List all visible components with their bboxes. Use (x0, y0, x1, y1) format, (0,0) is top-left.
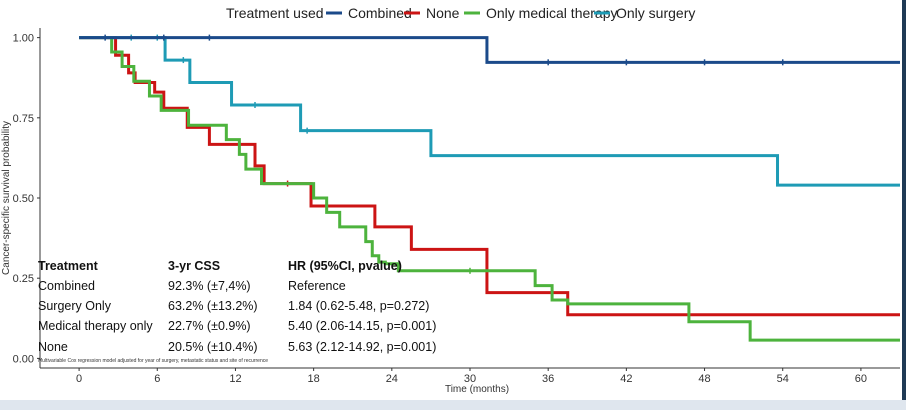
table-header-treatment: Treatment (38, 259, 99, 273)
x-tick-label: 48 (698, 373, 710, 385)
table-row-medical-css: 22.7% (±0.9%) (168, 319, 251, 333)
x-tick-label: 18 (308, 373, 320, 385)
curve-only-medical-therapy (79, 36, 900, 342)
curve-combined (79, 36, 900, 64)
x-tick-label: 30 (464, 373, 476, 385)
table-row-none-name: None (38, 340, 68, 354)
x-tick-label: 24 (386, 373, 398, 385)
x-tick-label: 12 (229, 373, 241, 385)
axes: 0.00 0.25 0.50 0.75 1.00 0 6 12 18 24 30 36 42 48 54 6… (1, 28, 900, 395)
table-row-combined-css: 92.3% (±7,4%) (168, 279, 251, 293)
y-tick-label: 0.00 (13, 353, 34, 365)
legend-label-none: None (426, 5, 460, 21)
legend-label-only-medical-therapy: Only medical therapy (486, 5, 618, 21)
curve-only-surgery (79, 36, 900, 187)
y-tick-label: 0.75 (13, 113, 34, 125)
window-right-edge (902, 0, 906, 400)
legend: Treatment used Combined None Only medical … (226, 5, 695, 21)
table-footnote: Multivariable Cox regression model adjus… (38, 358, 268, 364)
y-axis-title: Cancer-specific survival probability (1, 121, 12, 275)
x-tick-label: 36 (542, 373, 554, 385)
y-tick-label: 0.25 (13, 273, 34, 285)
x-tick-label: 60 (855, 373, 867, 385)
table-row-none-css: 20.5% (±10.4%) (168, 340, 258, 354)
x-tick-label: 54 (777, 373, 789, 385)
x-axis-title: Time (months) (445, 384, 509, 395)
annotation-table: Treatment 3-yr CSS HR (95%CI, pvalue) Co… (38, 259, 436, 364)
y-tick-label: 1.00 (13, 33, 34, 45)
table-row-medical-hr: 5.40 (2.06-14.15, p=0.001) (288, 319, 436, 333)
table-row-medical-name: Medical therapy only (38, 319, 153, 333)
legend-title: Treatment used (226, 5, 324, 21)
table-row-surgery-css: 63.2% (±13.2%) (168, 299, 258, 313)
table-row-surgery-hr: 1.84 (0.62-5.48, p=0.272) (288, 299, 429, 313)
table-row-surgery-name: Surgery Only (38, 299, 112, 313)
survival-curves (79, 34, 900, 342)
legend-label-combined: Combined (348, 5, 412, 21)
x-tick-label: 0 (76, 373, 82, 385)
x-tick-label: 42 (620, 373, 632, 385)
y-tick-label: 0.50 (13, 193, 34, 205)
legend-label-only-surgery: Only surgery (616, 5, 695, 21)
table-header-hr: HR (95%CI, pvalue) (288, 259, 402, 273)
table-row-combined-hr: Reference (288, 279, 346, 293)
bottom-bar (0, 400, 906, 410)
x-tick-label: 6 (154, 373, 160, 385)
kaplan-meier-chart: Treatment used Combined None Only medical … (1, 5, 900, 395)
table-header-css: 3-yr CSS (168, 259, 220, 273)
table-row-none-hr: 5.63 (2.12-14.92, p=0.001) (288, 340, 436, 354)
table-row-combined-name: Combined (38, 279, 95, 293)
